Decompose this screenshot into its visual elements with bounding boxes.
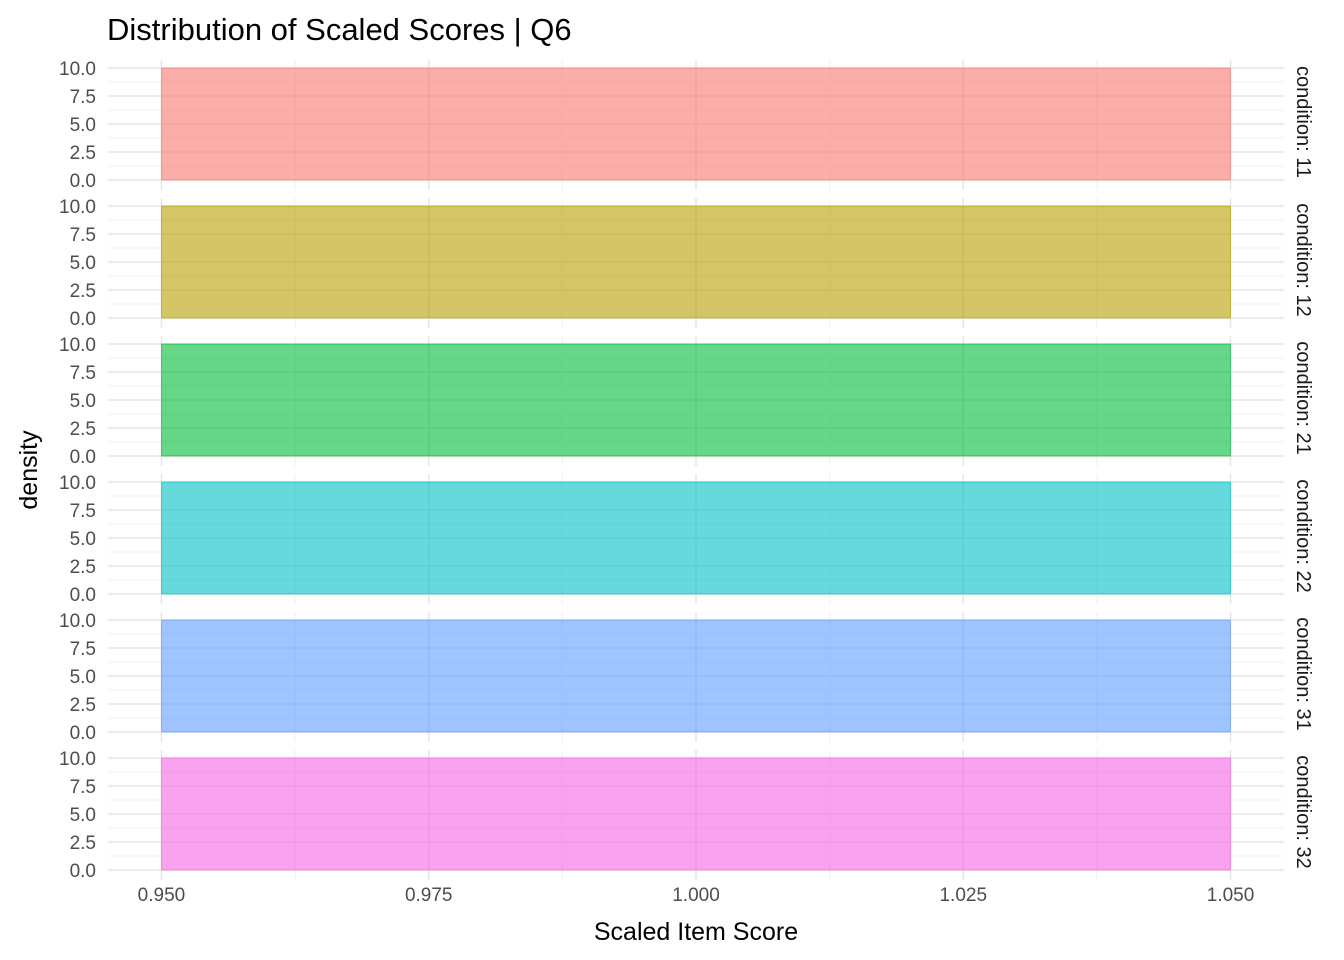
y-tick-label: 2.5	[70, 143, 96, 164]
y-tick-label: 2.5	[70, 557, 96, 578]
y-tick-label: 7.5	[70, 225, 96, 246]
density-area	[161, 205, 1231, 319]
facet-strip-label: condition: 32	[1292, 755, 1314, 868]
y-tick-label: 0.0	[70, 447, 96, 468]
facet-panel: 0.0 2.5 5.0 7.5 10.0 condition: 12	[59, 197, 1314, 330]
y-tick-label: 5.0	[70, 529, 96, 550]
y-tick-label: 10.0	[59, 335, 96, 356]
x-axis: 0.950 0.975 1.000 1.025 1.050	[138, 885, 1255, 906]
y-tick-label: 5.0	[70, 115, 96, 136]
y-tick-label: 5.0	[70, 667, 96, 688]
facet-strip-label: condition: 12	[1292, 203, 1314, 316]
y-tick-label: 5.0	[70, 391, 96, 412]
facet-strip-label: condition: 11	[1292, 66, 1314, 178]
y-tick-label: 5.0	[70, 805, 96, 826]
y-tick-label: 2.5	[70, 695, 96, 716]
x-tick-label: 1.025	[939, 885, 987, 906]
facet-strip-label: condition: 22	[1292, 479, 1314, 592]
facet-panels: 0.0 2.5 5.0 7.5 10.0 condition: 11 0.0 2.5 5.0 7.…	[59, 59, 1314, 882]
facet-strip-label: condition: 21	[1292, 341, 1314, 454]
y-tick-label: 10.0	[59, 749, 96, 770]
facet-panel: 0.0 2.5 5.0 7.5 10.0 condition: 32	[59, 749, 1314, 882]
density-area	[161, 67, 1231, 181]
y-tick-label: 0.0	[70, 171, 96, 192]
y-tick-label: 0.0	[70, 309, 96, 330]
chart-title: Distribution of Scaled Scores | Q6	[107, 12, 572, 47]
facet-panel: 0.0 2.5 5.0 7.5 10.0 condition: 22	[59, 473, 1314, 606]
facet-panel: 0.0 2.5 5.0 7.5 10.0 condition: 31	[59, 611, 1314, 744]
density-area	[161, 343, 1231, 457]
x-axis-label: Scaled Item Score	[594, 918, 798, 946]
y-tick-label: 0.0	[70, 723, 96, 744]
y-tick-label: 2.5	[70, 419, 96, 440]
x-tick-label: 0.950	[138, 885, 186, 906]
y-axis-label: density	[15, 430, 43, 510]
y-tick-label: 2.5	[70, 833, 96, 854]
y-tick-label: 7.5	[70, 363, 96, 384]
x-tick-label: 0.975	[405, 885, 453, 906]
y-tick-label: 10.0	[59, 59, 96, 80]
density-area	[161, 619, 1231, 733]
y-tick-label: 7.5	[70, 639, 96, 660]
x-tick-label: 1.050	[1207, 885, 1255, 906]
facet-panel: 0.0 2.5 5.0 7.5 10.0 condition: 21	[59, 335, 1314, 468]
density-area	[161, 481, 1231, 595]
y-tick-label: 5.0	[70, 253, 96, 274]
facet-strip-label: condition: 31	[1292, 617, 1314, 730]
y-tick-label: 7.5	[70, 87, 96, 108]
y-tick-label: 10.0	[59, 473, 96, 494]
y-tick-label: 10.0	[59, 611, 96, 632]
y-tick-label: 7.5	[70, 777, 96, 798]
y-tick-label: 2.5	[70, 281, 96, 302]
density-area	[161, 757, 1231, 871]
y-tick-label: 0.0	[70, 861, 96, 882]
y-tick-label: 7.5	[70, 501, 96, 522]
facet-panel: 0.0 2.5 5.0 7.5 10.0 condition: 11	[59, 59, 1314, 192]
x-tick-label: 1.000	[672, 885, 720, 906]
y-tick-label: 10.0	[59, 197, 96, 218]
y-tick-label: 0.0	[70, 585, 96, 606]
